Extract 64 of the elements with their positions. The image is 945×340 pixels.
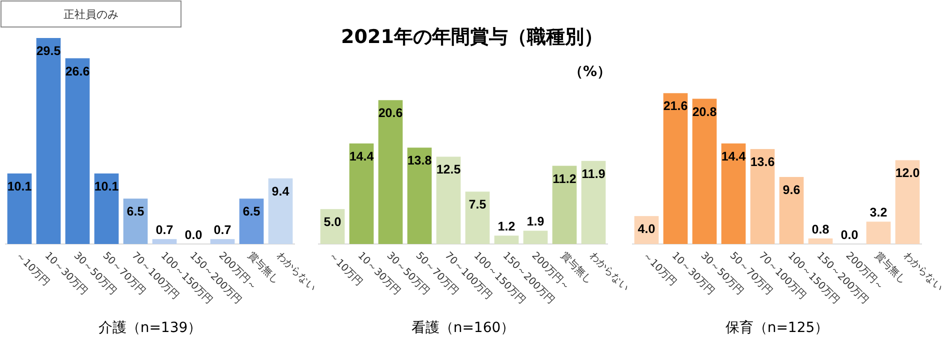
bar (552, 166, 577, 244)
bar (494, 236, 519, 244)
data-label: 20.6 (378, 106, 403, 120)
data-label: 0.0 (840, 228, 858, 242)
data-label: 0.8 (812, 222, 830, 236)
data-label: 21.6 (663, 99, 688, 114)
data-label: 13.6 (750, 155, 775, 170)
data-label: 9.4 (272, 184, 290, 198)
data-label: 7.5 (468, 198, 486, 212)
data-label: 12.0 (895, 166, 920, 180)
bar (94, 173, 119, 244)
bar (123, 198, 148, 244)
bar (465, 192, 490, 244)
data-label: 13.8 (407, 154, 432, 168)
data-label: 29.5 (36, 44, 61, 58)
bar (436, 156, 461, 244)
data-label: 0.0 (184, 228, 202, 242)
data-label: 3.2 (870, 206, 888, 220)
bar (808, 238, 833, 244)
data-label: 26.6 (65, 64, 90, 78)
bar (36, 38, 61, 244)
x-axis-title: 介護（n=139） (98, 320, 202, 336)
x-tick-label: わからない (901, 250, 945, 294)
data-label: 0.7 (156, 223, 174, 238)
bar (750, 149, 775, 244)
data-label: 1.9 (526, 214, 544, 229)
data-label: 9.6 (782, 182, 800, 197)
bar (268, 178, 293, 244)
bar (407, 148, 432, 244)
text: 正社員のみ (64, 8, 118, 21)
x-axis-title: 保育（n=125） (725, 319, 829, 336)
x-tick-label: わからない (587, 250, 631, 294)
bar (349, 143, 374, 244)
data-label: 4.0 (638, 222, 656, 236)
bar (239, 198, 264, 244)
bar (65, 58, 90, 244)
data-label: 11.9 (582, 166, 606, 181)
bar (721, 143, 746, 244)
bar (378, 100, 403, 244)
bar (692, 98, 717, 244)
data-label: 6.5 (126, 204, 144, 219)
bar (7, 173, 32, 244)
bar (581, 160, 606, 244)
bar (895, 160, 920, 244)
data-label: 14.4 (721, 149, 746, 164)
text: （%） (568, 64, 612, 80)
x-tick-label: わからない (274, 250, 318, 294)
bar (866, 222, 891, 244)
chart-title: 2021年の年間賞与（職種別） (341, 26, 603, 48)
bar (210, 239, 235, 244)
data-label: 12.5 (436, 162, 461, 177)
data-label: 6.5 (242, 204, 260, 219)
x-axis-title: 看護（n=160） (411, 320, 515, 336)
bar (663, 93, 688, 244)
bar (152, 239, 177, 244)
bar (779, 176, 804, 244)
data-label: 20.8 (692, 104, 717, 119)
bar (523, 230, 548, 244)
data-label: 5.0 (324, 215, 342, 230)
data-label: 1.2 (498, 220, 516, 234)
data-label: 10.1 (7, 179, 32, 194)
data-label: 11.2 (552, 172, 576, 186)
data-label: 10.1 (94, 179, 119, 194)
data-label: 0.7 (214, 223, 232, 238)
